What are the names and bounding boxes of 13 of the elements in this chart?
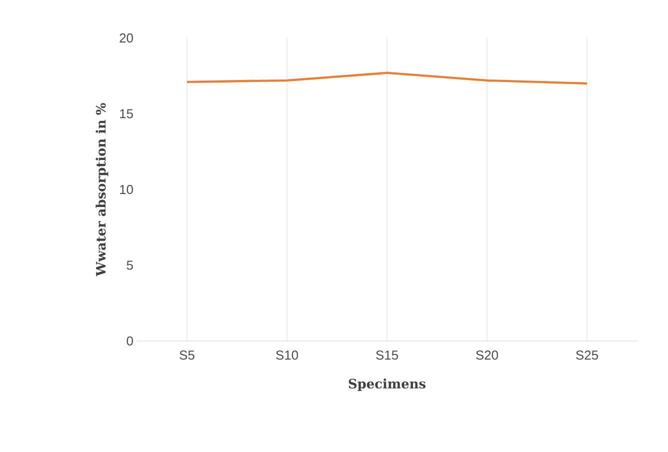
y-tick-label: 15 bbox=[120, 109, 133, 118]
x-tick-label: S20 bbox=[476, 350, 498, 360]
x-axis-title: Specimens bbox=[348, 378, 426, 392]
y-tick-label: 10 bbox=[120, 184, 133, 194]
y-tick-label: 0 bbox=[126, 336, 133, 346]
x-tick-label: S10 bbox=[276, 350, 298, 360]
x-tick-label: S15 bbox=[376, 350, 398, 360]
y-axis-title: Wwater absorption in % bbox=[96, 103, 108, 276]
x-tick-label: S25 bbox=[576, 350, 598, 360]
line-series bbox=[186, 72, 588, 85]
y-tick-label: 5 bbox=[126, 260, 133, 270]
y-tick-label: 20 bbox=[120, 33, 133, 43]
x-tick-label: S5 bbox=[180, 350, 194, 360]
